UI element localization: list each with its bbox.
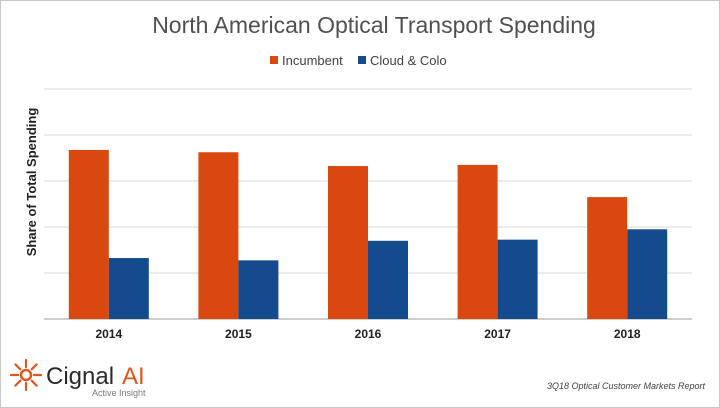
bar-cloud-colo-2018	[627, 229, 668, 319]
bar-incumbent-2014	[68, 149, 109, 319]
legend-swatch-incumbent	[270, 56, 278, 64]
x-tick-label-2018: 2018	[614, 327, 641, 341]
bar-cloud-colo-2015	[238, 260, 279, 319]
logo: Cignal AI Active Insight	[9, 358, 146, 398]
logo-ai-text: AI	[122, 363, 145, 390]
sunburst-logo-icon	[9, 358, 43, 392]
bar-cloud-colo-2017	[497, 239, 538, 319]
logo-text: Cignal	[46, 363, 114, 390]
x-tick-label-2014: 2014	[95, 327, 122, 341]
x-tick-label-2016: 2016	[355, 327, 382, 341]
bar-cloud-colo-2014	[108, 258, 149, 319]
bar-cloud-colo-2016	[368, 240, 408, 319]
legend: Incumbent Cloud & Colo	[270, 53, 447, 68]
source-note: 3Q18 Optical Customer Markets Report	[547, 381, 706, 391]
x-tick-labels: 2014 2015 2016 2017 2018	[95, 327, 640, 341]
logo-tagline: Active Insight	[92, 388, 146, 398]
legend-label-cloud-colo: Cloud & Colo	[370, 53, 447, 68]
gridlines	[44, 88, 692, 320]
y-axis-label: Share of Total Spending	[24, 108, 39, 257]
bar-incumbent-2015	[198, 152, 239, 319]
legend-label-incumbent: Incumbent	[282, 53, 343, 68]
bar-incumbent-2018	[587, 197, 628, 319]
bar-incumbent-2017	[457, 164, 498, 319]
x-tick-label-2015: 2015	[225, 327, 252, 341]
legend-swatch-cloud-colo	[358, 56, 366, 64]
bars	[68, 149, 668, 319]
chart-title: North American Optical Transport Spendin…	[152, 12, 596, 38]
bar-incumbent-2016	[328, 166, 368, 319]
x-tick-label-2017: 2017	[484, 327, 511, 341]
